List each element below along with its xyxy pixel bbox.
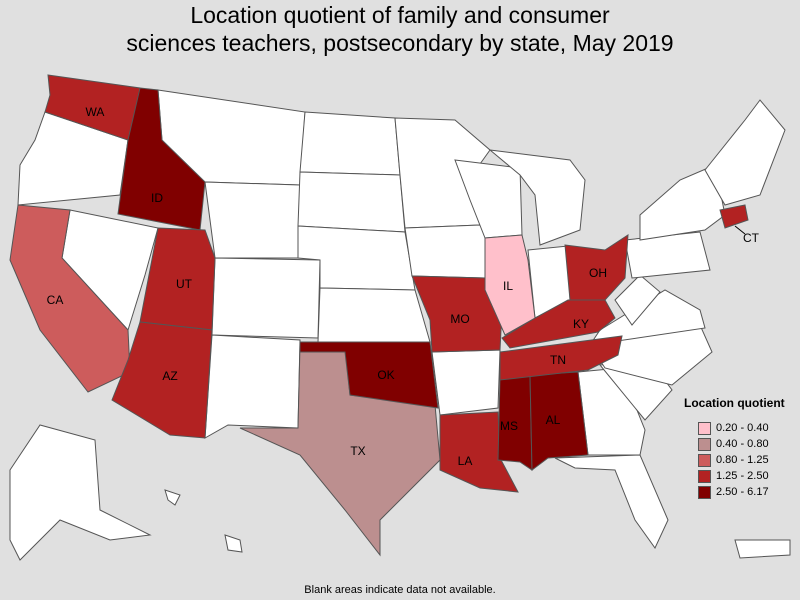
legend: Location quotient 0.20 - 0.40 0.40 - 0.8… <box>684 396 785 500</box>
colored-states <box>9 74 749 557</box>
legend-label: 2.50 - 6.17 <box>716 486 769 498</box>
state-wv <box>614 274 661 326</box>
outlying-areas <box>9 424 791 561</box>
state-hi-2 <box>224 534 243 553</box>
legend-item: 0.80 - 1.25 <box>698 452 785 468</box>
label-al: AL <box>546 413 561 427</box>
state-tn <box>499 335 623 381</box>
state-id <box>117 87 206 231</box>
label-ca: CA <box>47 293 64 307</box>
state-ky <box>501 299 616 349</box>
label-il: IL <box>503 279 513 293</box>
title-line-2: sciences teachers, postsecondary by stat… <box>126 30 674 56</box>
state-sd <box>297 171 406 233</box>
label-ok: OK <box>377 368 394 382</box>
legend-item: 2.50 - 6.17 <box>698 484 785 500</box>
no-data-states <box>17 89 786 549</box>
legend-item: 1.25 - 2.50 <box>698 468 785 484</box>
state-wy <box>204 181 301 259</box>
label-ms: MS <box>500 419 518 433</box>
state-pa <box>624 231 711 279</box>
state-oh <box>564 234 629 301</box>
label-wa: WA <box>86 105 105 119</box>
legend-swatch <box>698 421 711 435</box>
state-ut <box>139 227 216 331</box>
label-ct: CT <box>743 231 760 245</box>
label-la: LA <box>458 454 473 468</box>
legend-label: 1.25 - 2.50 <box>716 470 769 482</box>
state-az <box>111 321 213 439</box>
legend-label: 0.40 - 0.80 <box>716 438 769 450</box>
state-ak <box>9 424 152 561</box>
legend-label: 0.20 - 0.40 <box>716 422 769 434</box>
legend-swatch <box>698 453 711 467</box>
state-ia <box>404 224 496 279</box>
ct-leader-line <box>734 225 746 235</box>
legend-item: 0.20 - 0.40 <box>698 420 785 436</box>
label-id: ID <box>151 191 163 205</box>
legend-title: Location quotient <box>684 396 785 410</box>
label-ut: UT <box>176 277 193 291</box>
legend-swatch <box>698 485 711 499</box>
state-new-england <box>704 99 786 206</box>
legend-item: 0.40 - 0.80 <box>698 436 785 452</box>
legend-label: 0.80 - 1.25 <box>716 454 769 466</box>
label-az: AZ <box>162 369 177 383</box>
label-tn: TN <box>550 353 566 367</box>
state-ct <box>719 204 749 229</box>
state-mi <box>488 149 586 246</box>
label-ky: KY <box>573 317 589 331</box>
state-il <box>484 234 536 336</box>
state-co <box>211 257 321 339</box>
state-nm <box>204 334 301 439</box>
title-line-1: Location quotient of family and consumer <box>190 2 610 28</box>
state-nd <box>299 111 401 176</box>
territory-pr <box>734 539 791 559</box>
state-hi <box>164 489 181 506</box>
label-tx: TX <box>350 444 365 458</box>
state-ar <box>431 349 501 416</box>
state-ks <box>317 287 431 343</box>
label-mo: MO <box>450 312 469 326</box>
legend-swatch <box>698 469 711 483</box>
state-labels: WA ID CA UT AZ TX OK MO LA MS AL TN KY O… <box>47 105 760 468</box>
map-title: Location quotient of family and consumer… <box>0 0 800 56</box>
state-ok <box>299 341 439 409</box>
footnote: Blank areas indicate data not available. <box>304 584 496 596</box>
state-fl <box>554 454 669 549</box>
label-oh: OH <box>589 266 607 280</box>
legend-swatch <box>698 437 711 451</box>
